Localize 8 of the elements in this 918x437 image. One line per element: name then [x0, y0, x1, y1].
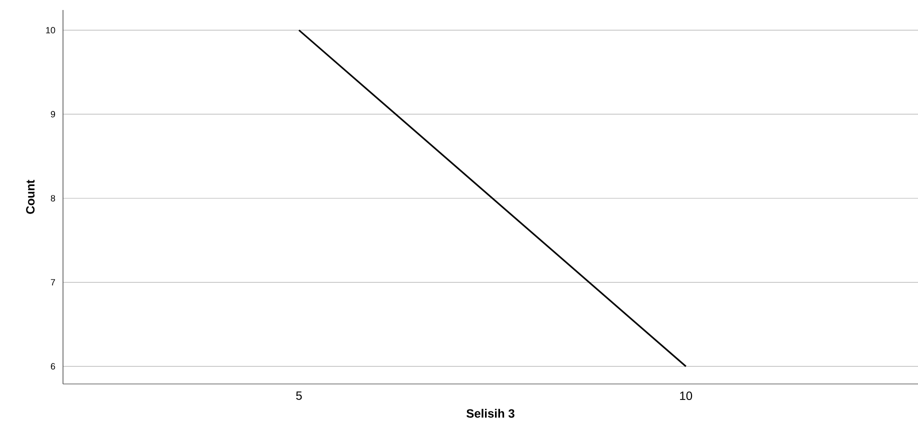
- x-axis-title: Selisih 3: [466, 408, 514, 418]
- y-tick-label: 9: [50, 111, 56, 118]
- y-tick-label: 8: [50, 195, 56, 202]
- y-tick-label: 10: [46, 26, 56, 34]
- y-axis-title: Count: [26, 180, 35, 214]
- x-tick-label: 5: [296, 392, 302, 400]
- y-tick-label: 7: [50, 279, 56, 286]
- y-tick-label: 6: [50, 363, 56, 370]
